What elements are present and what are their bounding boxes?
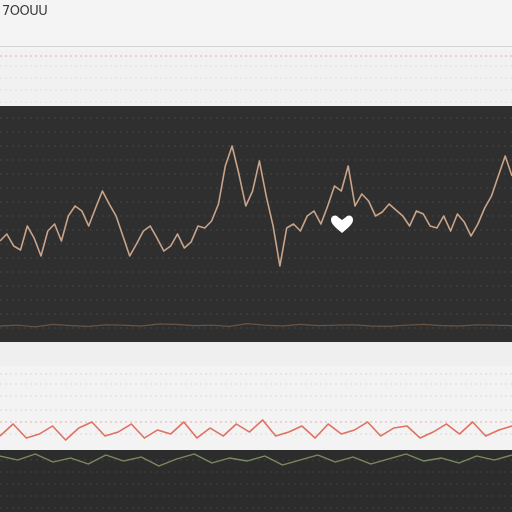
lower-grid-band [0, 366, 512, 450]
main-chart-panel[interactable] [0, 106, 512, 342]
main-chart-grid [0, 117, 512, 329]
main-signal-line [0, 145, 512, 267]
main-chart[interactable] [0, 106, 512, 342]
header-divider [0, 46, 512, 47]
lower-chart-dark [0, 459, 512, 509]
lower-chart-panel[interactable] [0, 450, 512, 512]
header-bar: 7OOUU [0, 0, 512, 50]
heart-icon[interactable] [330, 214, 354, 234]
light-grid [0, 55, 512, 103]
panel-separator [0, 342, 512, 366]
light-grid-lines [0, 55, 512, 103]
app-title: 7OOUU [2, 4, 48, 19]
lower-chart-dark-grid [0, 459, 512, 509]
lower-grid [0, 373, 512, 435]
main-chart-series [0, 145, 512, 328]
heart-icon-shape [331, 215, 353, 233]
lower-grid-lines [0, 373, 512, 435]
baseline-signal-line [0, 323, 512, 328]
light-grid-band [0, 50, 512, 106]
